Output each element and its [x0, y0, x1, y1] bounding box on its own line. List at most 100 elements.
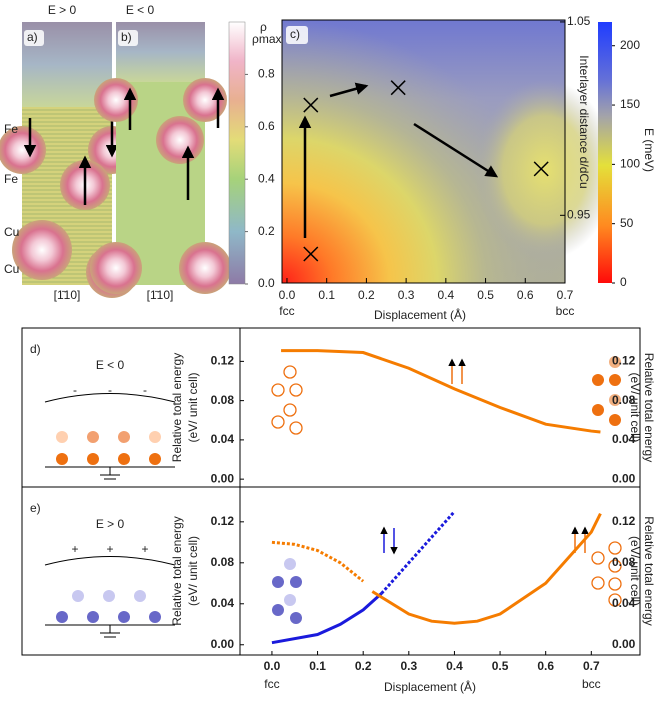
- panel-label: a): [27, 30, 38, 44]
- charge: +: [71, 542, 78, 556]
- atom-icons: [271, 356, 622, 624]
- x-tick-label: 0.1: [318, 288, 335, 302]
- direction-label: [1̄10]: [147, 288, 174, 302]
- y-tick-label: 0.00: [211, 471, 235, 485]
- y2-tick-label: 0.08: [612, 393, 636, 407]
- colorbar-tick-label: 0.4: [258, 171, 275, 185]
- y2-tick-label: 0.04: [612, 432, 636, 446]
- panel-c-marks: [303, 80, 549, 262]
- charge: +: [141, 542, 148, 556]
- y-tick-label: 0.00: [211, 637, 235, 651]
- row-label: Fe: [4, 172, 18, 186]
- y-axis-label: Relative total energy: [170, 516, 184, 625]
- y2-tick-label: 0.12: [612, 514, 636, 528]
- y2-tick-label: 0.00: [612, 637, 636, 651]
- capacitor-e: [44, 556, 176, 638]
- row-label: Fe: [4, 122, 18, 136]
- y2-tick-label: 0.12: [612, 354, 636, 368]
- annotation: bcc: [582, 677, 601, 691]
- y-tick-label: 0.95: [567, 207, 591, 221]
- x-tick-label: 0.3: [400, 659, 417, 673]
- x-tick-label: 0.6: [537, 659, 554, 673]
- colorbar-tick-label: 0.8: [258, 67, 275, 81]
- y-axis-label: Relative total energy: [170, 353, 184, 462]
- colorbar-label: E (meV): [642, 128, 656, 172]
- x-tick-label: 0.7: [557, 288, 574, 302]
- colorbar-tick-label: 0.0: [258, 276, 275, 290]
- colorbar-tick-label: 100: [620, 157, 640, 171]
- panel-label: e): [30, 501, 41, 515]
- y-tick-label: 0.12: [211, 514, 235, 528]
- panel-title: E < 0: [126, 3, 155, 17]
- marker: [390, 80, 406, 96]
- charge: -: [143, 383, 147, 397]
- y-tick-label: 0.04: [211, 432, 235, 446]
- colorbar-tick-label: 0.6: [258, 119, 275, 133]
- x-tick-label: 0.5: [477, 288, 494, 302]
- capacitor-d: [44, 393, 176, 480]
- y-axis-label: Interlayer distance d/dCu: [577, 55, 591, 188]
- line: [271, 540, 365, 583]
- row-label: Cu: [4, 262, 19, 276]
- colorbar-tick-label: 0.2: [258, 224, 275, 238]
- bottom-frame: [21, 327, 641, 656]
- panel-b: [90, 22, 231, 294]
- x-axis-label: Displacement (Å): [374, 307, 466, 322]
- x-tick-label: 0.0: [279, 288, 296, 302]
- marker: [303, 246, 319, 262]
- y-tick-label: 0.08: [211, 555, 235, 569]
- charge: -: [73, 383, 77, 397]
- x-tick-label: 0.4: [437, 288, 454, 302]
- colorbar-tick-label: 50: [620, 216, 634, 230]
- x-tick-label: 0.3: [398, 288, 415, 302]
- x-tick-label: 0.2: [358, 288, 375, 302]
- panel-label: d): [30, 342, 41, 356]
- x-tick-label: 0.4: [446, 659, 463, 673]
- charge: -: [108, 383, 112, 397]
- panel-label: b): [121, 30, 132, 44]
- line: [371, 512, 602, 625]
- y-axis-label: (eV/ unit cell): [186, 372, 200, 442]
- colorbar-label: ρ: [260, 20, 267, 34]
- panel-label: c): [290, 27, 300, 41]
- y-axis-label: (eV/ unit cell): [186, 536, 200, 606]
- colorbar-tick-label: 0: [620, 275, 627, 289]
- y2-axis-label: Relative total energy: [642, 516, 656, 625]
- line: [380, 510, 456, 595]
- y2-tick-label: 0.00: [612, 471, 636, 485]
- panel-title: E > 0: [48, 3, 77, 17]
- x-tick-label: 0.0: [264, 659, 281, 673]
- density-colorbar: [228, 21, 246, 285]
- y2-axis-label: (eV/ unit cell): [628, 536, 642, 606]
- x-tick-label: 0.1: [309, 659, 326, 673]
- contour-map: [281, 19, 615, 284]
- panel-c-arrows: [298, 82, 499, 238]
- field-label: E < 0: [96, 358, 125, 372]
- x-tick-label: 0.5: [492, 659, 509, 673]
- annotation: fcc: [264, 677, 279, 691]
- field-label: E > 0: [96, 517, 125, 531]
- charge: +: [106, 542, 113, 556]
- x-tick-label: 0.6: [517, 288, 534, 302]
- x-tick-label: 0.2: [355, 659, 372, 673]
- y2-axis-label: Relative total energy: [642, 353, 656, 462]
- line: [271, 592, 383, 645]
- x-axis-label: Displacement (Å): [384, 679, 476, 694]
- marker: [303, 97, 319, 113]
- y2-tick-label: 0.04: [612, 596, 636, 610]
- line: [281, 349, 601, 434]
- y2-axis-label: (eV/ unit cell): [628, 372, 642, 442]
- y-tick-label: 0.04: [211, 596, 235, 610]
- colorbar-tick-label: 200: [620, 38, 640, 52]
- row-label: Cu: [4, 225, 19, 239]
- spin-arrows: [380, 358, 589, 555]
- y-tick-label: 0.12: [211, 354, 235, 368]
- y-tick-label: 1.05: [567, 14, 591, 28]
- annotation: bcc: [556, 304, 575, 318]
- colorbar-label: ρmax: [252, 32, 282, 46]
- colorbar-tick-label: 150: [620, 97, 640, 111]
- y2-tick-label: 0.08: [612, 555, 636, 569]
- energy-colorbar: [598, 22, 612, 283]
